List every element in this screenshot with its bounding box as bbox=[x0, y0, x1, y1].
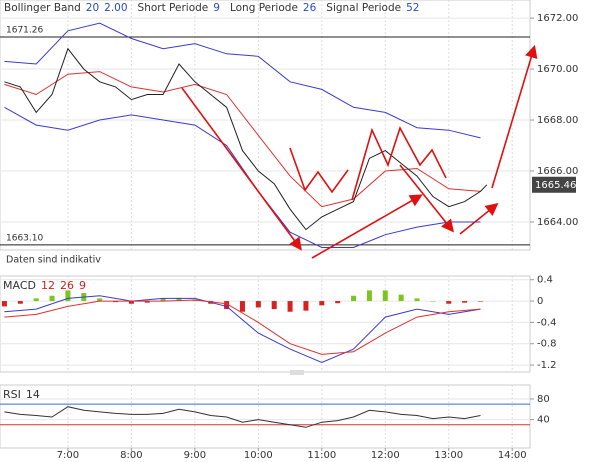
last-price-label: 1665.46 bbox=[535, 180, 576, 191]
y-tick-label: -1.2 bbox=[537, 360, 557, 371]
indicator-param: 26 bbox=[303, 2, 317, 14]
histogram-bar bbox=[382, 290, 388, 302]
drawn-trend-arrows bbox=[181, 44, 538, 259]
series-line bbox=[4, 47, 488, 231]
x-tick-label: 8:00 bbox=[120, 450, 142, 461]
x-tick-label: 12:00 bbox=[371, 450, 400, 461]
histogram-bar bbox=[97, 298, 103, 302]
x-tick-label: 7:00 bbox=[57, 450, 79, 461]
series-line bbox=[4, 299, 481, 355]
panel-name: RSI bbox=[3, 388, 21, 401]
histogram-bar bbox=[351, 295, 357, 302]
panel-name: MACD bbox=[3, 279, 36, 292]
histogram-bar bbox=[414, 298, 420, 302]
indicator-name: Long Periode bbox=[230, 2, 298, 14]
histogram-bar bbox=[366, 290, 372, 302]
histogram-bar bbox=[160, 298, 166, 302]
series-line bbox=[4, 295, 481, 363]
series-line bbox=[4, 406, 481, 428]
histogram-bar bbox=[239, 301, 245, 312]
series-line bbox=[4, 71, 481, 208]
histogram-bar bbox=[462, 301, 468, 303]
y-tick-label: 1670.00 bbox=[537, 64, 578, 75]
x-tick-label: 10:00 bbox=[244, 450, 273, 461]
series-line bbox=[4, 106, 481, 248]
indicator-param: 2.00 bbox=[104, 2, 127, 14]
series-line bbox=[4, 22, 481, 139]
indicator-param: 9 bbox=[213, 2, 220, 14]
histogram-bar bbox=[287, 301, 293, 312]
x-tick-label: 11:00 bbox=[307, 450, 336, 461]
histogram-bar bbox=[271, 301, 277, 310]
last-price-box bbox=[532, 176, 576, 193]
y-tick-label: 1664.00 bbox=[537, 217, 578, 228]
histogram-bar bbox=[65, 290, 71, 302]
indicator-name: Signal Periode bbox=[326, 2, 401, 14]
y-tick-label: 0 bbox=[537, 296, 543, 307]
rsi-frame bbox=[0, 384, 531, 449]
histogram-bar bbox=[1, 301, 7, 307]
y-tick-label: 1672.00 bbox=[537, 13, 578, 24]
level-label: 1671.26 bbox=[6, 25, 43, 35]
y-tick-label: 0.4 bbox=[537, 275, 553, 286]
histogram-bar bbox=[113, 301, 119, 303]
histogram-bar bbox=[446, 301, 452, 304]
indicator-header: Bollinger Band 20 2.00 Short Periode 9 Long P… bbox=[4, 2, 419, 14]
macd-frame bbox=[0, 275, 531, 373]
panel-title: RSI 14 bbox=[3, 388, 40, 401]
histogram-bar bbox=[477, 301, 483, 302]
note: Daten sind indikativ bbox=[6, 255, 101, 266]
y-tick-label: 80 bbox=[537, 394, 550, 405]
panel-param: 12 bbox=[41, 279, 55, 292]
y-tick-label: 1668.00 bbox=[537, 115, 578, 126]
histogram-bar bbox=[176, 297, 182, 302]
histogram-bar bbox=[398, 294, 404, 302]
histogram-bar bbox=[224, 301, 230, 310]
panel-title: MACD 12 26 9 bbox=[3, 279, 86, 292]
indicator-param: 20 bbox=[86, 2, 99, 14]
level-label: 1663.10 bbox=[6, 233, 43, 243]
x-tick-label: 14:00 bbox=[498, 450, 527, 461]
panel-param: 26 bbox=[60, 279, 74, 292]
y-tick-label: -0.4 bbox=[537, 317, 557, 328]
histogram-bar bbox=[33, 298, 39, 302]
indicator-name: Short Periode bbox=[138, 2, 209, 14]
histogram-bar bbox=[319, 301, 325, 306]
price-frame bbox=[0, 0, 531, 251]
histogram-bar bbox=[430, 301, 436, 302]
panel-param: 14 bbox=[26, 388, 40, 401]
indicator-param: 52 bbox=[406, 2, 419, 14]
x-tick-label: 9:00 bbox=[184, 450, 206, 461]
histogram-bar bbox=[303, 301, 309, 311]
indicator-name: Bollinger Band bbox=[4, 2, 81, 14]
y-tick-label: 1666.00 bbox=[537, 166, 578, 177]
histogram-bar bbox=[128, 301, 134, 304]
y-tick-label: 40 bbox=[537, 415, 550, 426]
histogram-bar bbox=[255, 301, 261, 308]
histogram-bar bbox=[335, 301, 341, 304]
panel-param: 9 bbox=[79, 279, 86, 292]
histogram-bar bbox=[49, 295, 55, 302]
y-tick-label: -0.8 bbox=[537, 339, 557, 350]
histogram-bar bbox=[17, 301, 23, 304]
splitter[interactable] bbox=[290, 370, 304, 375]
histogram-bar bbox=[144, 301, 150, 303]
x-tick-label: 13:00 bbox=[434, 450, 463, 461]
